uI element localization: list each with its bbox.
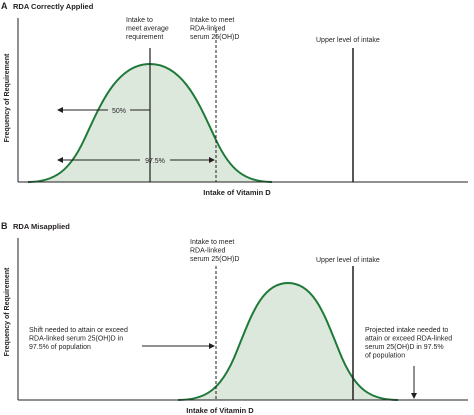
panel-b-y-axis-label: Frequency of Requirement [4,267,11,356]
panel-b: B RDA Misapplied Frequency of Requiremen… [1,221,468,415]
panel-a-50-label-bg [108,105,130,115]
panel-b-x-axis-label: Intake of Vitamin D [186,406,254,415]
panel-a-975-label: 97.5% [145,158,165,165]
panel-b-shift-label: Shift needed to attain or exceed RDA-lin… [29,327,130,351]
panel-b-ul-label: Upper level of intake [316,257,380,264]
panel-b-title: RDA Misapplied [13,222,70,231]
panel-a: A RDA Correctly Applied Frequency of Req… [1,1,468,197]
panel-a-ear-label: Intake to meet average requirement [126,17,171,41]
panel-b-curve-fill [178,283,398,400]
panel-a-ul-label: Upper level of intake [316,37,380,44]
panel-a-50-label: 50% [112,108,126,115]
panel-b-distribution-curve [177,281,399,401]
panel-a-y-axis-label: Frequency of Requirement [4,53,11,142]
panel-a-title: RDA Correctly Applied [13,2,94,11]
panel-b-rda-label: Intake to meet RDA-linked serum 25(OH)D [190,239,239,263]
panel-b-letter: B [1,221,8,231]
panel-a-letter: A [1,1,8,11]
panel-b-projected-label: Projected intake needed to attain or exc… [365,327,454,360]
panel-a-rda-label: Intake to meet RDA-linked serum 25(OH)D [190,17,239,41]
panel-a-x-axis-label: Intake of Vitamin D [203,188,271,197]
